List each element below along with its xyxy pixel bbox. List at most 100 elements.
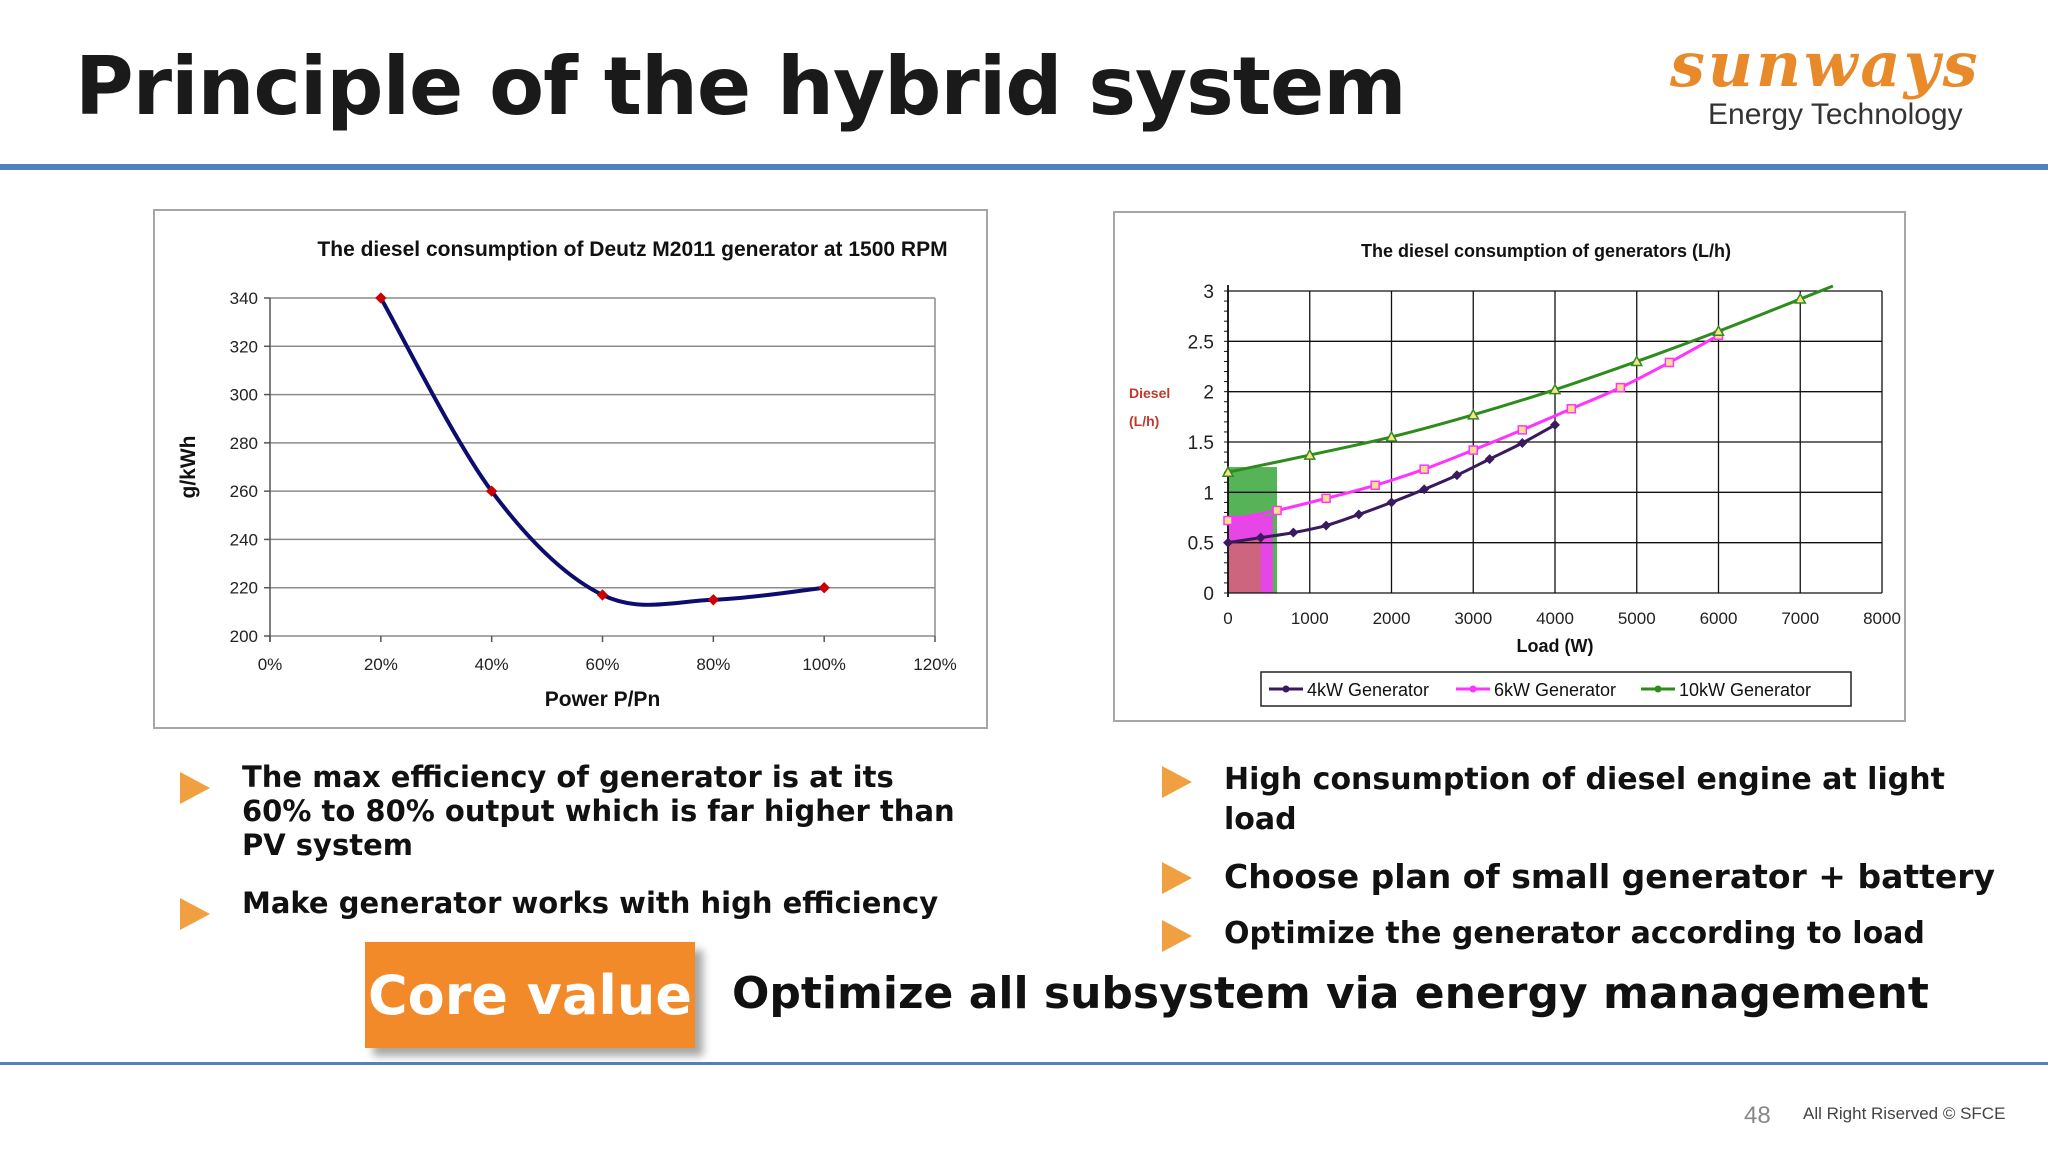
y-tick-label: 200 (230, 627, 258, 646)
data-point (1386, 497, 1397, 508)
y-tick-label: 240 (230, 530, 258, 549)
x-tick-label: 1000 (1291, 609, 1329, 628)
core-value-button[interactable]: Core value (365, 942, 695, 1048)
generators-chart-svg: The diesel consumption of generators (L/… (1129, 241, 1901, 707)
y-tick-label: 2.5 (1188, 332, 1214, 353)
bullet-text: High consumption of diesel engine at lig… (1224, 762, 1945, 837)
shaded-region (1228, 540, 1261, 593)
y-axis-label: Diesel (1129, 385, 1170, 401)
data-point (1223, 537, 1233, 548)
y-tick-label: 260 (230, 482, 258, 501)
data-point (1288, 527, 1299, 538)
data-point (1353, 509, 1364, 520)
chart-title: The diesel consumption of Deutz M2011 ge… (317, 238, 947, 261)
chart-title: The diesel consumption of generators (L/… (1361, 241, 1731, 261)
legend-label: 10kW Generator (1679, 680, 1811, 700)
x-tick-label: 0% (258, 655, 283, 674)
data-point (1664, 357, 1675, 368)
data-point (1548, 383, 1562, 395)
list-item: The max efficiency of generator is at it… (180, 760, 960, 862)
core-value-text: Optimize all subsystem via energy manage… (732, 968, 1929, 1019)
bullet-triangle-icon (180, 772, 210, 804)
x-tick-label: 40% (475, 655, 509, 674)
data-point (1466, 408, 1480, 420)
bullet-triangle-icon (180, 898, 210, 930)
x-axis-label: Power P/Pn (545, 688, 661, 711)
list-item: Choose plan of small generator + battery (1162, 856, 2022, 898)
data-point (375, 292, 387, 304)
page-number: 48 (1744, 1102, 1771, 1129)
data-point (1566, 404, 1577, 414)
y-tick-label: 320 (230, 337, 258, 356)
legend-marker (1469, 685, 1477, 693)
data-point (1303, 448, 1317, 460)
bullet-text: Make generator works with high efficienc… (242, 886, 939, 920)
list-item: Optimize the generator according to load (1162, 914, 2022, 954)
list-item: High consumption of diesel engine at lig… (1162, 760, 2022, 840)
data-point (486, 485, 498, 497)
y-tick-label: 220 (230, 579, 258, 598)
data-point (818, 582, 830, 594)
x-tick-label: 8000 (1863, 609, 1901, 628)
data-point (1221, 465, 1235, 477)
y-tick-label: 2 (1203, 383, 1214, 404)
x-tick-label: 5000 (1618, 609, 1656, 628)
data-point (1272, 505, 1282, 516)
data-point (1630, 354, 1644, 367)
y-tick-label: 300 (230, 386, 258, 405)
x-tick-label: 2000 (1373, 609, 1411, 628)
legend-box (1260, 671, 1852, 707)
x-tick-label: 20% (364, 655, 398, 674)
x-tick-label: 3000 (1454, 609, 1492, 628)
data-point (596, 589, 609, 601)
deutz-chart-svg: The diesel consumption of Deutz M2011 ge… (177, 238, 957, 711)
x-tick-label: 6000 (1700, 609, 1738, 628)
y-tick-label: 0.5 (1188, 534, 1214, 555)
y-tick-label: 280 (230, 434, 258, 453)
footer-divider (0, 1062, 2048, 1065)
data-point (1385, 430, 1398, 442)
legend-label: 6kW Generator (1494, 680, 1616, 700)
x-tick-label: 80% (696, 655, 730, 674)
data-point (1517, 425, 1528, 435)
right-bullet-list: High consumption of diesel engine at lig… (1162, 760, 2022, 970)
x-axis-label: Load (W) (1517, 636, 1594, 656)
y-tick-label: 340 (230, 289, 258, 308)
x-tick-label: 120% (913, 655, 956, 674)
list-item: Make generator works with high efficienc… (180, 886, 960, 930)
data-point (707, 594, 719, 606)
data-point (1223, 515, 1233, 526)
bullet-triangle-icon (1162, 766, 1192, 798)
copyright-notice: All Right Riserved © SFCE (1803, 1104, 2006, 1123)
y-tick-label: 3 (1203, 282, 1214, 303)
series-line (1227, 284, 1834, 474)
logo-subtitle: Energy Technology (1708, 98, 1963, 131)
data-point (1370, 480, 1380, 491)
x-tick-label: 100% (802, 655, 845, 674)
left-bullet-list: The max efficiency of generator is at it… (180, 760, 960, 944)
data-point (1712, 324, 1725, 337)
data-point (1321, 520, 1332, 531)
x-tick-label: 4000 (1536, 609, 1574, 628)
page-title: Principle of the hybrid system (75, 40, 1407, 133)
legend-label: 4kW Generator (1307, 680, 1429, 700)
bullet-text: The max efficiency of generator is at it… (242, 760, 955, 862)
bullet-triangle-icon (1162, 920, 1192, 952)
data-point (1484, 454, 1495, 465)
legend-marker (1654, 685, 1662, 693)
y-tick-label: 1.5 (1188, 433, 1214, 454)
legend-marker (1282, 685, 1290, 693)
bullet-text: Choose plan of small generator + battery (1224, 857, 1996, 896)
y-tick-label: 1 (1203, 483, 1214, 504)
sunways-logo: sunways Energy Technology (1660, 28, 2000, 138)
data-point (1321, 493, 1331, 504)
x-tick-label: 7000 (1781, 609, 1819, 628)
y-axis-label: (L/h) (1129, 413, 1159, 429)
bullet-triangle-icon (1162, 862, 1192, 894)
x-tick-label: 0 (1223, 609, 1232, 628)
efficiency-curve (379, 297, 825, 607)
y-axis-label: g/kWh (177, 436, 200, 499)
data-point (1550, 419, 1560, 430)
deutz-consumption-chart: The diesel consumption of Deutz M2011 ge… (153, 209, 988, 729)
data-point (1451, 470, 1462, 481)
